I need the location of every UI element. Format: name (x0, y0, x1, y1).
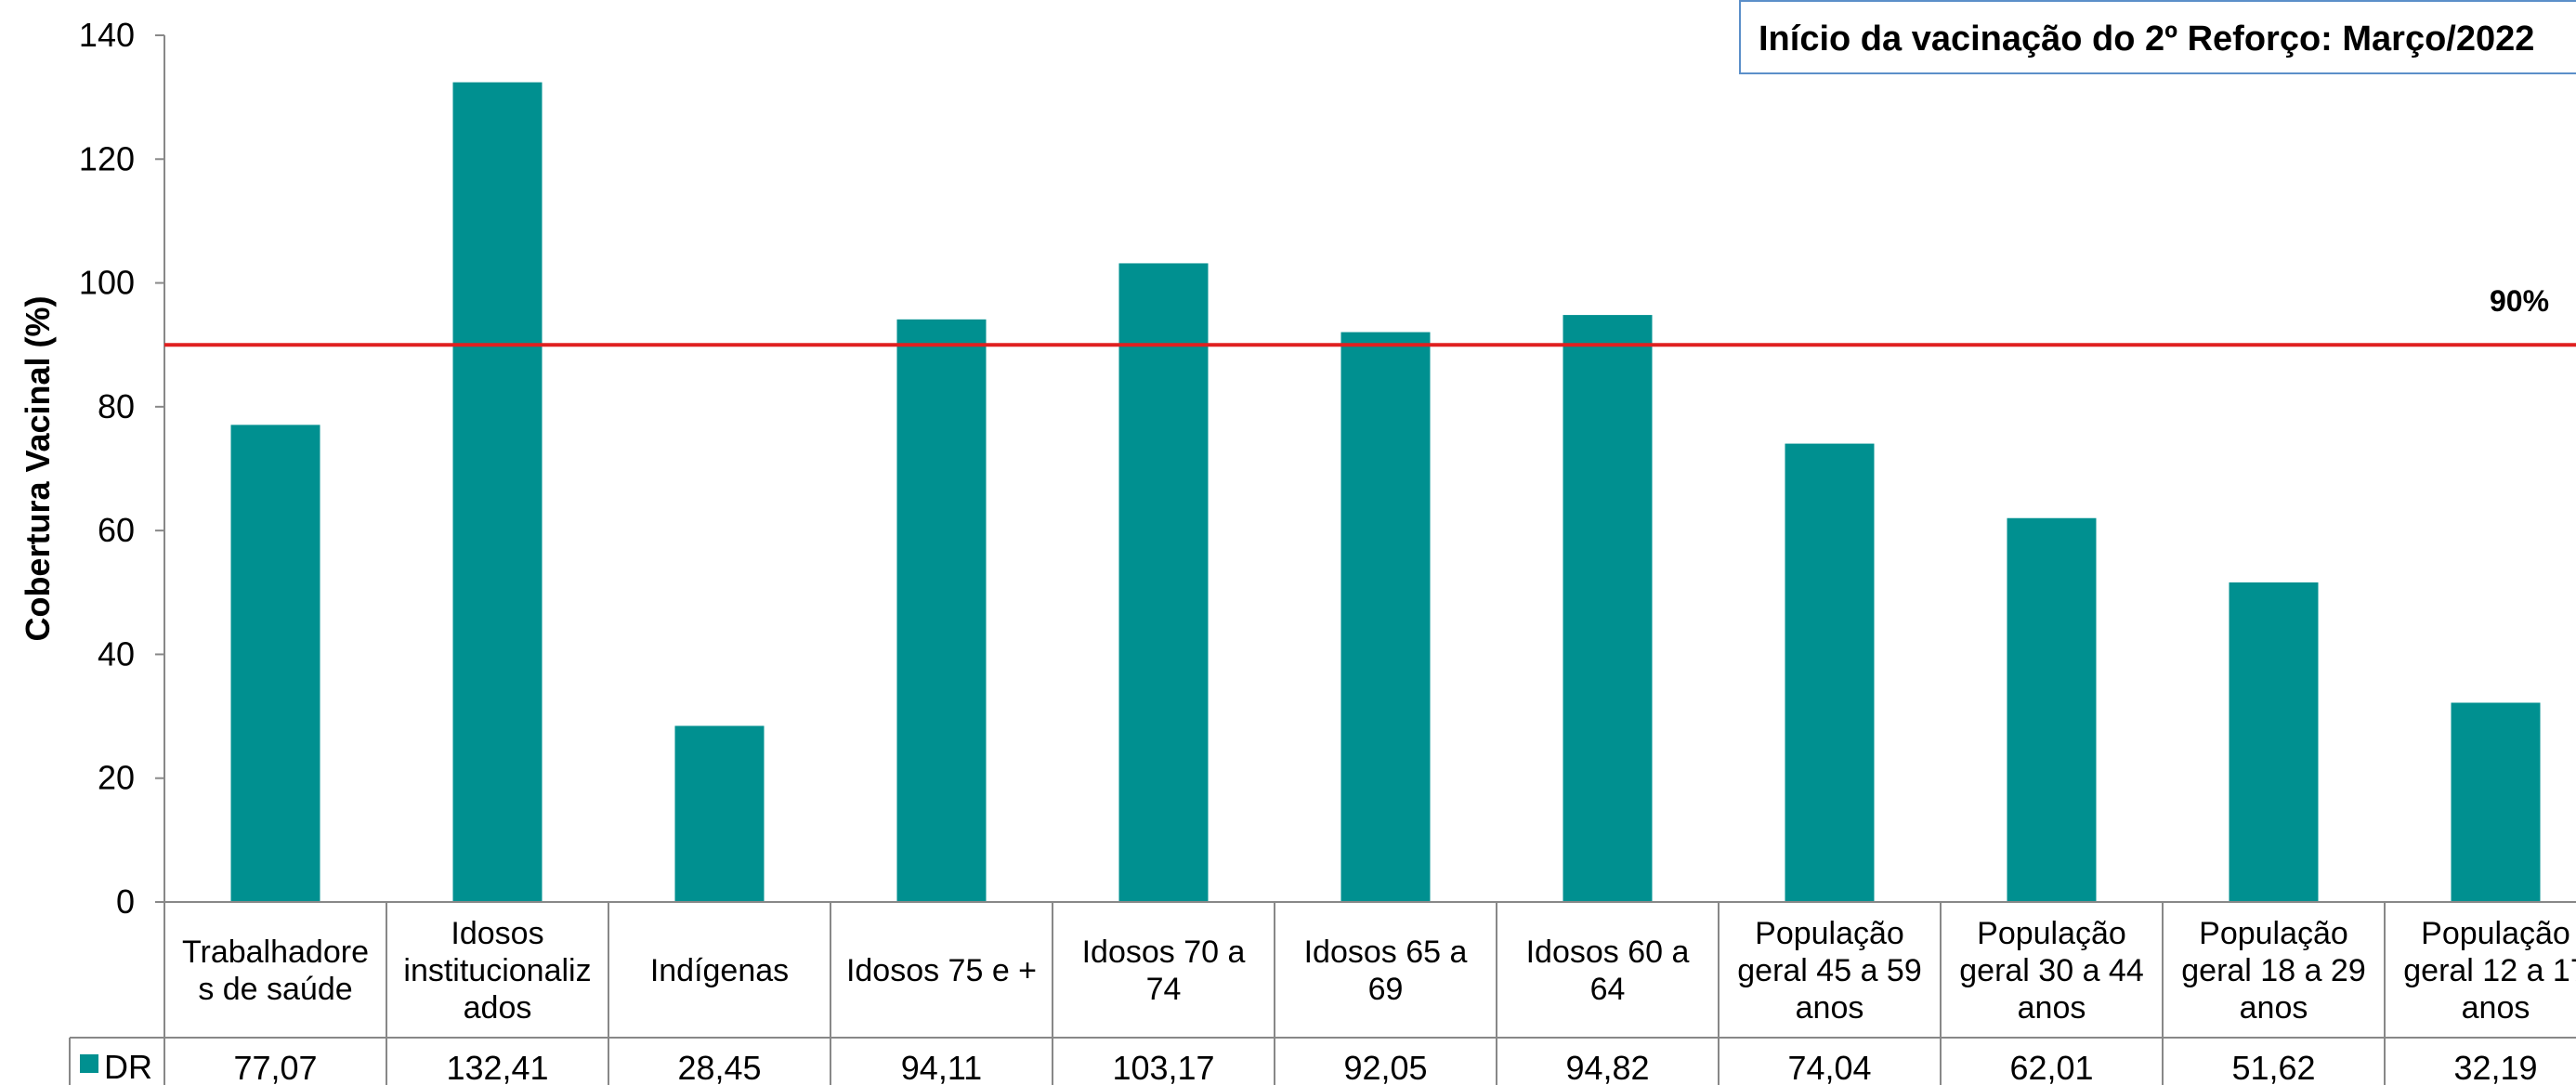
category-label-line: anos (1796, 990, 1864, 1026)
category-label-line: geral 12 a 17 (2403, 953, 2576, 988)
category-label-line: 64 (1590, 972, 1626, 1007)
bar (1785, 443, 1875, 902)
data-value-label: 103,17 (1112, 1049, 1214, 1085)
category-label-line: Idosos 75 e + (846, 953, 1037, 988)
category-label-line: geral 45 a 59 (1737, 953, 1922, 988)
category-label-line: População (2421, 916, 2570, 951)
category-label-line: Idosos 70 a (1082, 935, 1246, 970)
category-label-line: anos (2462, 990, 2530, 1026)
target-reference-label: 90% (2490, 284, 2549, 318)
data-value-label: 51,62 (2231, 1049, 2315, 1085)
bar (2451, 702, 2541, 902)
y-tick-label: 120 (79, 139, 135, 177)
bar (1340, 332, 1431, 902)
category-label: Idosos 65 a 69 (1304, 935, 1468, 1007)
bar (1118, 263, 1209, 902)
bar (452, 82, 543, 903)
y-tick-label: 20 (98, 759, 135, 797)
overlay: 90% Início da vacinação do 2º Reforço: Ma… (164, 0, 2576, 347)
data-value-label: 74,04 (1787, 1049, 1871, 1085)
data-value-label: 132,41 (446, 1049, 548, 1085)
category-label: Idosos 70 a 74 (1082, 935, 1246, 1007)
data-value-label: 28,45 (677, 1049, 761, 1085)
category-label-line: Indígenas (650, 953, 789, 988)
annotation-box (1739, 0, 2576, 74)
y-tick-label: 80 (98, 387, 135, 425)
category-label-line: 69 (1368, 972, 1404, 1007)
bars (230, 82, 2541, 903)
category-label-line: geral 18 a 29 (2181, 953, 2366, 988)
annotation-text: Início da vacinação do 2º Reforço: Março… (1759, 20, 2534, 59)
data-value-label: 94,82 (1565, 1049, 1649, 1085)
category-label-line: População (1977, 916, 2126, 951)
category-label: Idosos 60 a 64 (1526, 935, 1690, 1007)
y-axis-title: Cobertura Vacinal (%) (19, 295, 57, 641)
category-label-line: anos (2018, 990, 2086, 1026)
category-label-line: ados (464, 990, 532, 1026)
category-label-line: geral 30 a 44 (1959, 953, 2144, 988)
data-value-label: 32,19 (2453, 1049, 2537, 1085)
category-label-line: População (2199, 916, 2348, 951)
category-label-line: Idosos 65 a (1304, 935, 1468, 970)
data-value-label: 92,05 (1343, 1049, 1427, 1085)
y-tick-label: 140 (79, 16, 135, 54)
data-value-label: 62,01 (2009, 1049, 2093, 1085)
bar (2007, 517, 2097, 902)
legend-swatch (80, 1054, 98, 1073)
category-label: Trabalhadore s de saúde (182, 935, 369, 1007)
bar (2229, 582, 2319, 902)
category-label-line: s de saúde (198, 972, 352, 1007)
data-value-label: 77,07 (233, 1049, 317, 1085)
category-label-line: Trabalhadore (182, 935, 369, 970)
bar (674, 726, 765, 902)
category-label: Idosos institucionaliz ados (403, 916, 591, 1026)
data-table: Trabalhadore s de saúde Idosos instituciona… (69, 901, 2576, 1085)
data-value-label: 94,11 (901, 1049, 982, 1085)
category-label-line: 74 (1146, 972, 1182, 1007)
category-label-line: População (1755, 916, 1904, 951)
category-label: População geral 18 a 29 anos (2181, 916, 2366, 1026)
category-label: Idosos 75 e + (846, 953, 1037, 988)
category-label-line: Idosos (451, 916, 543, 951)
y-tick-label: 40 (98, 634, 135, 673)
category-label-line: Idosos 60 a (1526, 935, 1690, 970)
category-label-line: institucionaliz (403, 953, 591, 988)
category-label: População geral 45 a 59 anos (1737, 916, 1922, 1026)
legend-label: DR (104, 1048, 152, 1085)
y-tick-label: 100 (79, 264, 135, 302)
category-label-line: anos (2240, 990, 2308, 1026)
category-label: Indígenas (650, 953, 789, 988)
y-tick-label: 60 (98, 511, 135, 549)
category-label: População geral 30 a 44 anos (1959, 916, 2144, 1026)
y-tick-label: 0 (116, 882, 135, 921)
bar (896, 319, 987, 902)
bar (230, 425, 320, 902)
category-label: População geral 12 a 17 anos (2403, 916, 2576, 1026)
bar (1563, 315, 1653, 903)
axes: 0 20 40 60 80 100 120 140 Cobertura Vacinal (%) (19, 16, 165, 921)
